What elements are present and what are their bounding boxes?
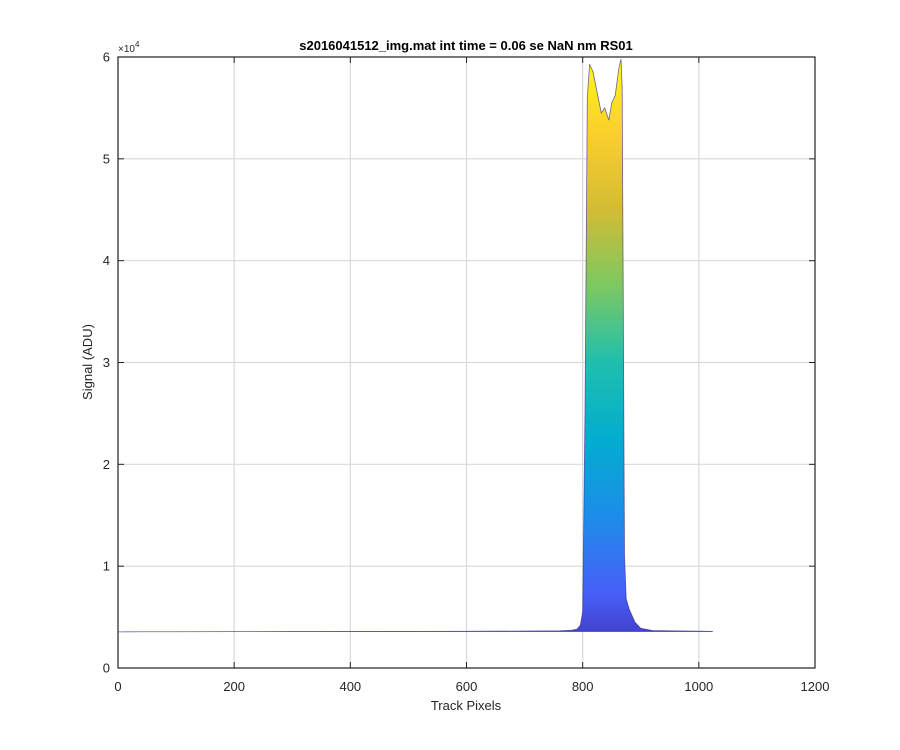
signal-line (118, 58, 713, 633)
x-tick-label: 0 (114, 679, 121, 694)
y-axis-label: Signal (ADU) (80, 324, 95, 400)
chart-title: s2016041512_img.mat int time = 0.06 se N… (299, 38, 633, 53)
x-tick-labels: 0 200 400 600 800 1000 1200 (114, 679, 829, 694)
y-tick-label: 5 (103, 151, 110, 166)
y-tick-label: 4 (103, 253, 110, 268)
y-exponent-power: 4 (135, 40, 140, 49)
y-tick-label: 1 (103, 559, 110, 574)
series-layer (118, 58, 713, 633)
x-tick-label: 1200 (801, 679, 830, 694)
x-tick-label: 800 (572, 679, 594, 694)
y-tick-label: 0 (103, 661, 110, 676)
y-exponent-label: ×104 (118, 40, 140, 55)
signal-area (118, 59, 713, 632)
x-tick-label: 600 (456, 679, 478, 694)
x-axis-label: Track Pixels (431, 698, 502, 713)
y-tick-labels: 0 1 2 3 4 5 6 (103, 50, 110, 676)
y-exponent-prefix: ×10 (118, 44, 135, 55)
y-tick-label: 6 (103, 50, 110, 65)
x-tick-label: 1000 (684, 679, 713, 694)
y-tick-label: 3 (103, 355, 110, 370)
x-tick-label: 200 (223, 679, 245, 694)
tick-marks (117, 56, 816, 669)
y-tick-label: 2 (103, 457, 110, 472)
x-tick-label: 400 (339, 679, 361, 694)
